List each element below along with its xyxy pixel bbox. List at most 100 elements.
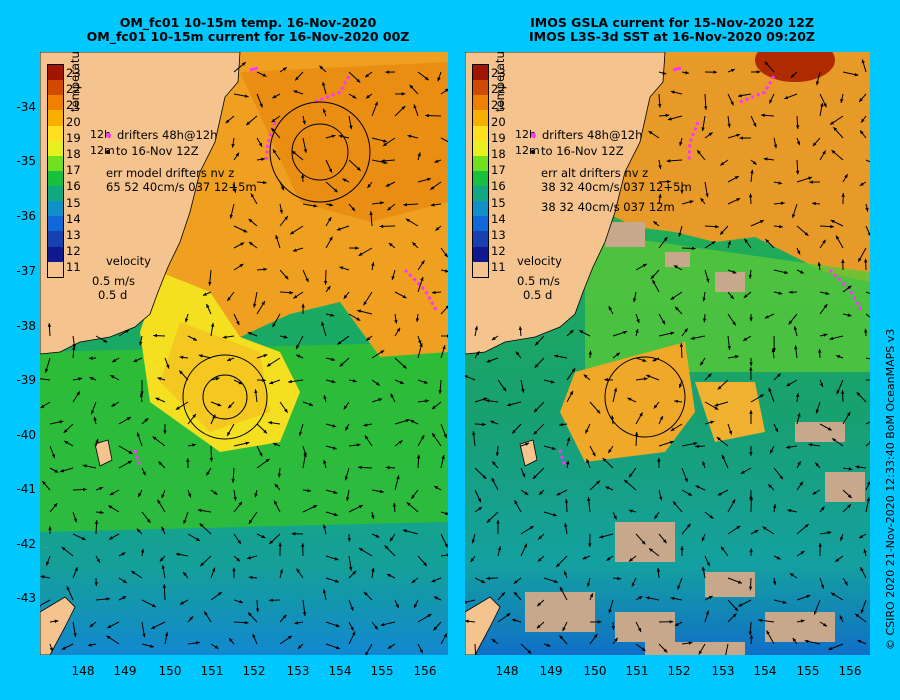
current-arrowhead [106, 635, 111, 640]
current-arrowhead [411, 494, 415, 499]
current-arrowhead [795, 125, 800, 129]
current-arrowhead [491, 477, 495, 482]
current-arrowhead [863, 328, 868, 333]
current-arrowhead [866, 497, 870, 502]
current-arrowhead [522, 473, 526, 478]
current-arrowhead [486, 518, 491, 523]
current-arrowhead [358, 548, 363, 552]
current-arrowhead [198, 354, 203, 358]
current-arrowhead [263, 267, 268, 272]
current-arrowhead [90, 410, 95, 415]
current-arrowhead [565, 460, 570, 465]
current-arrowhead [613, 515, 617, 520]
current-arrowhead [427, 614, 432, 618]
current-arrowhead [704, 106, 708, 110]
current-arrowhead [335, 623, 340, 628]
current-arrowhead [385, 465, 390, 470]
current-arrowhead [213, 491, 218, 495]
current-arrowhead [280, 186, 284, 191]
current-arrowhead [399, 380, 404, 384]
current-arrowhead [231, 479, 235, 483]
current-arrowhead [402, 529, 407, 533]
left-title: OM_fc01 10-15m temp. 16-Nov-2020 OM_fc01… [38, 16, 458, 44]
current-arrowhead [554, 579, 559, 584]
current-arrowhead [302, 120, 306, 125]
current-arrowhead [836, 235, 840, 240]
current-arrowhead [398, 440, 403, 445]
legend-err1: err model drifters nv z [106, 166, 235, 180]
current-arrowhead [786, 382, 791, 387]
current-arrowhead [419, 343, 423, 347]
current-arrow [474, 643, 477, 655]
current-arrowhead [259, 452, 263, 457]
current-arrowhead [799, 481, 803, 486]
current-arrowhead [210, 322, 215, 327]
current-arrowhead [669, 620, 674, 624]
current-arrowhead [204, 611, 208, 616]
current-arrowhead [164, 632, 169, 637]
current-arrowhead [415, 318, 420, 322]
current-arrowhead [714, 406, 719, 410]
current-arrowhead [387, 645, 392, 649]
cb-side-12h: 12h [90, 128, 111, 141]
current-arrowhead [667, 117, 672, 121]
current-arrowhead [212, 414, 216, 419]
current-arrowhead [248, 519, 253, 524]
current-arrowhead [333, 188, 338, 193]
current-arrowhead [483, 397, 488, 401]
current-arrowhead [272, 323, 276, 328]
current-arrowhead [579, 330, 584, 334]
current-arrowhead [238, 501, 243, 506]
colorbar-swatch [48, 65, 63, 81]
current-arrowhead [94, 582, 98, 586]
current-arrowhead [138, 492, 142, 497]
lon-tick: 155 [370, 664, 394, 678]
current-arrowhead [788, 290, 793, 294]
flinders-island [94, 439, 113, 467]
current-arrowhead [796, 250, 801, 255]
current-arrowhead [695, 485, 700, 489]
current-arrowhead [95, 438, 99, 443]
current-arrowhead [284, 275, 289, 280]
current-arrowhead [859, 182, 864, 186]
current-arrowhead [443, 434, 447, 439]
current-arrowhead [615, 352, 620, 357]
current-arrowhead [749, 452, 753, 456]
current-arrowhead [109, 491, 114, 496]
colorbar-label: 20 [491, 114, 506, 129]
current-arrowhead [352, 570, 357, 575]
current-arrowhead [658, 496, 663, 501]
current-arrowhead [426, 177, 431, 182]
current-arrowhead [133, 358, 138, 362]
current-arrowhead [863, 549, 867, 553]
current-arrowhead [639, 412, 643, 417]
current-arrow [865, 159, 870, 163]
current-arrowhead [161, 526, 165, 531]
current-arrowhead [740, 470, 745, 474]
colorbar-swatch [48, 95, 63, 111]
colorbar-label: 12 [66, 244, 81, 259]
current-arrowhead [663, 237, 668, 241]
current-arrowhead [385, 183, 390, 187]
current-arrowhead [485, 399, 490, 403]
current-arrowhead [389, 537, 394, 542]
current-arrowhead [235, 152, 240, 157]
lon-tick: 151 [200, 664, 224, 678]
current-arrowhead [336, 645, 341, 650]
current-arrowhead [283, 335, 288, 339]
current-arrowhead [766, 630, 770, 635]
current-arrowhead [333, 512, 338, 517]
current-arrowhead [445, 511, 448, 516]
current-arrowhead [836, 355, 841, 359]
current-arrowhead [552, 513, 557, 517]
legend-err1: err alt drifters nv z [541, 166, 649, 180]
current-arrowhead [387, 206, 392, 211]
current-arrowhead [670, 90, 675, 94]
left-map-panel: 23 22 21 20 19 18 17 16 15 14 13 12 11 temperature 1… [40, 52, 448, 655]
colorbar-title: temperature [68, 52, 82, 112]
current-arrowhead [471, 539, 476, 544]
current-arrowhead [72, 345, 76, 350]
current-arrowhead [501, 592, 505, 597]
current-arrowhead [588, 543, 592, 547]
current-arrowhead [222, 335, 227, 339]
